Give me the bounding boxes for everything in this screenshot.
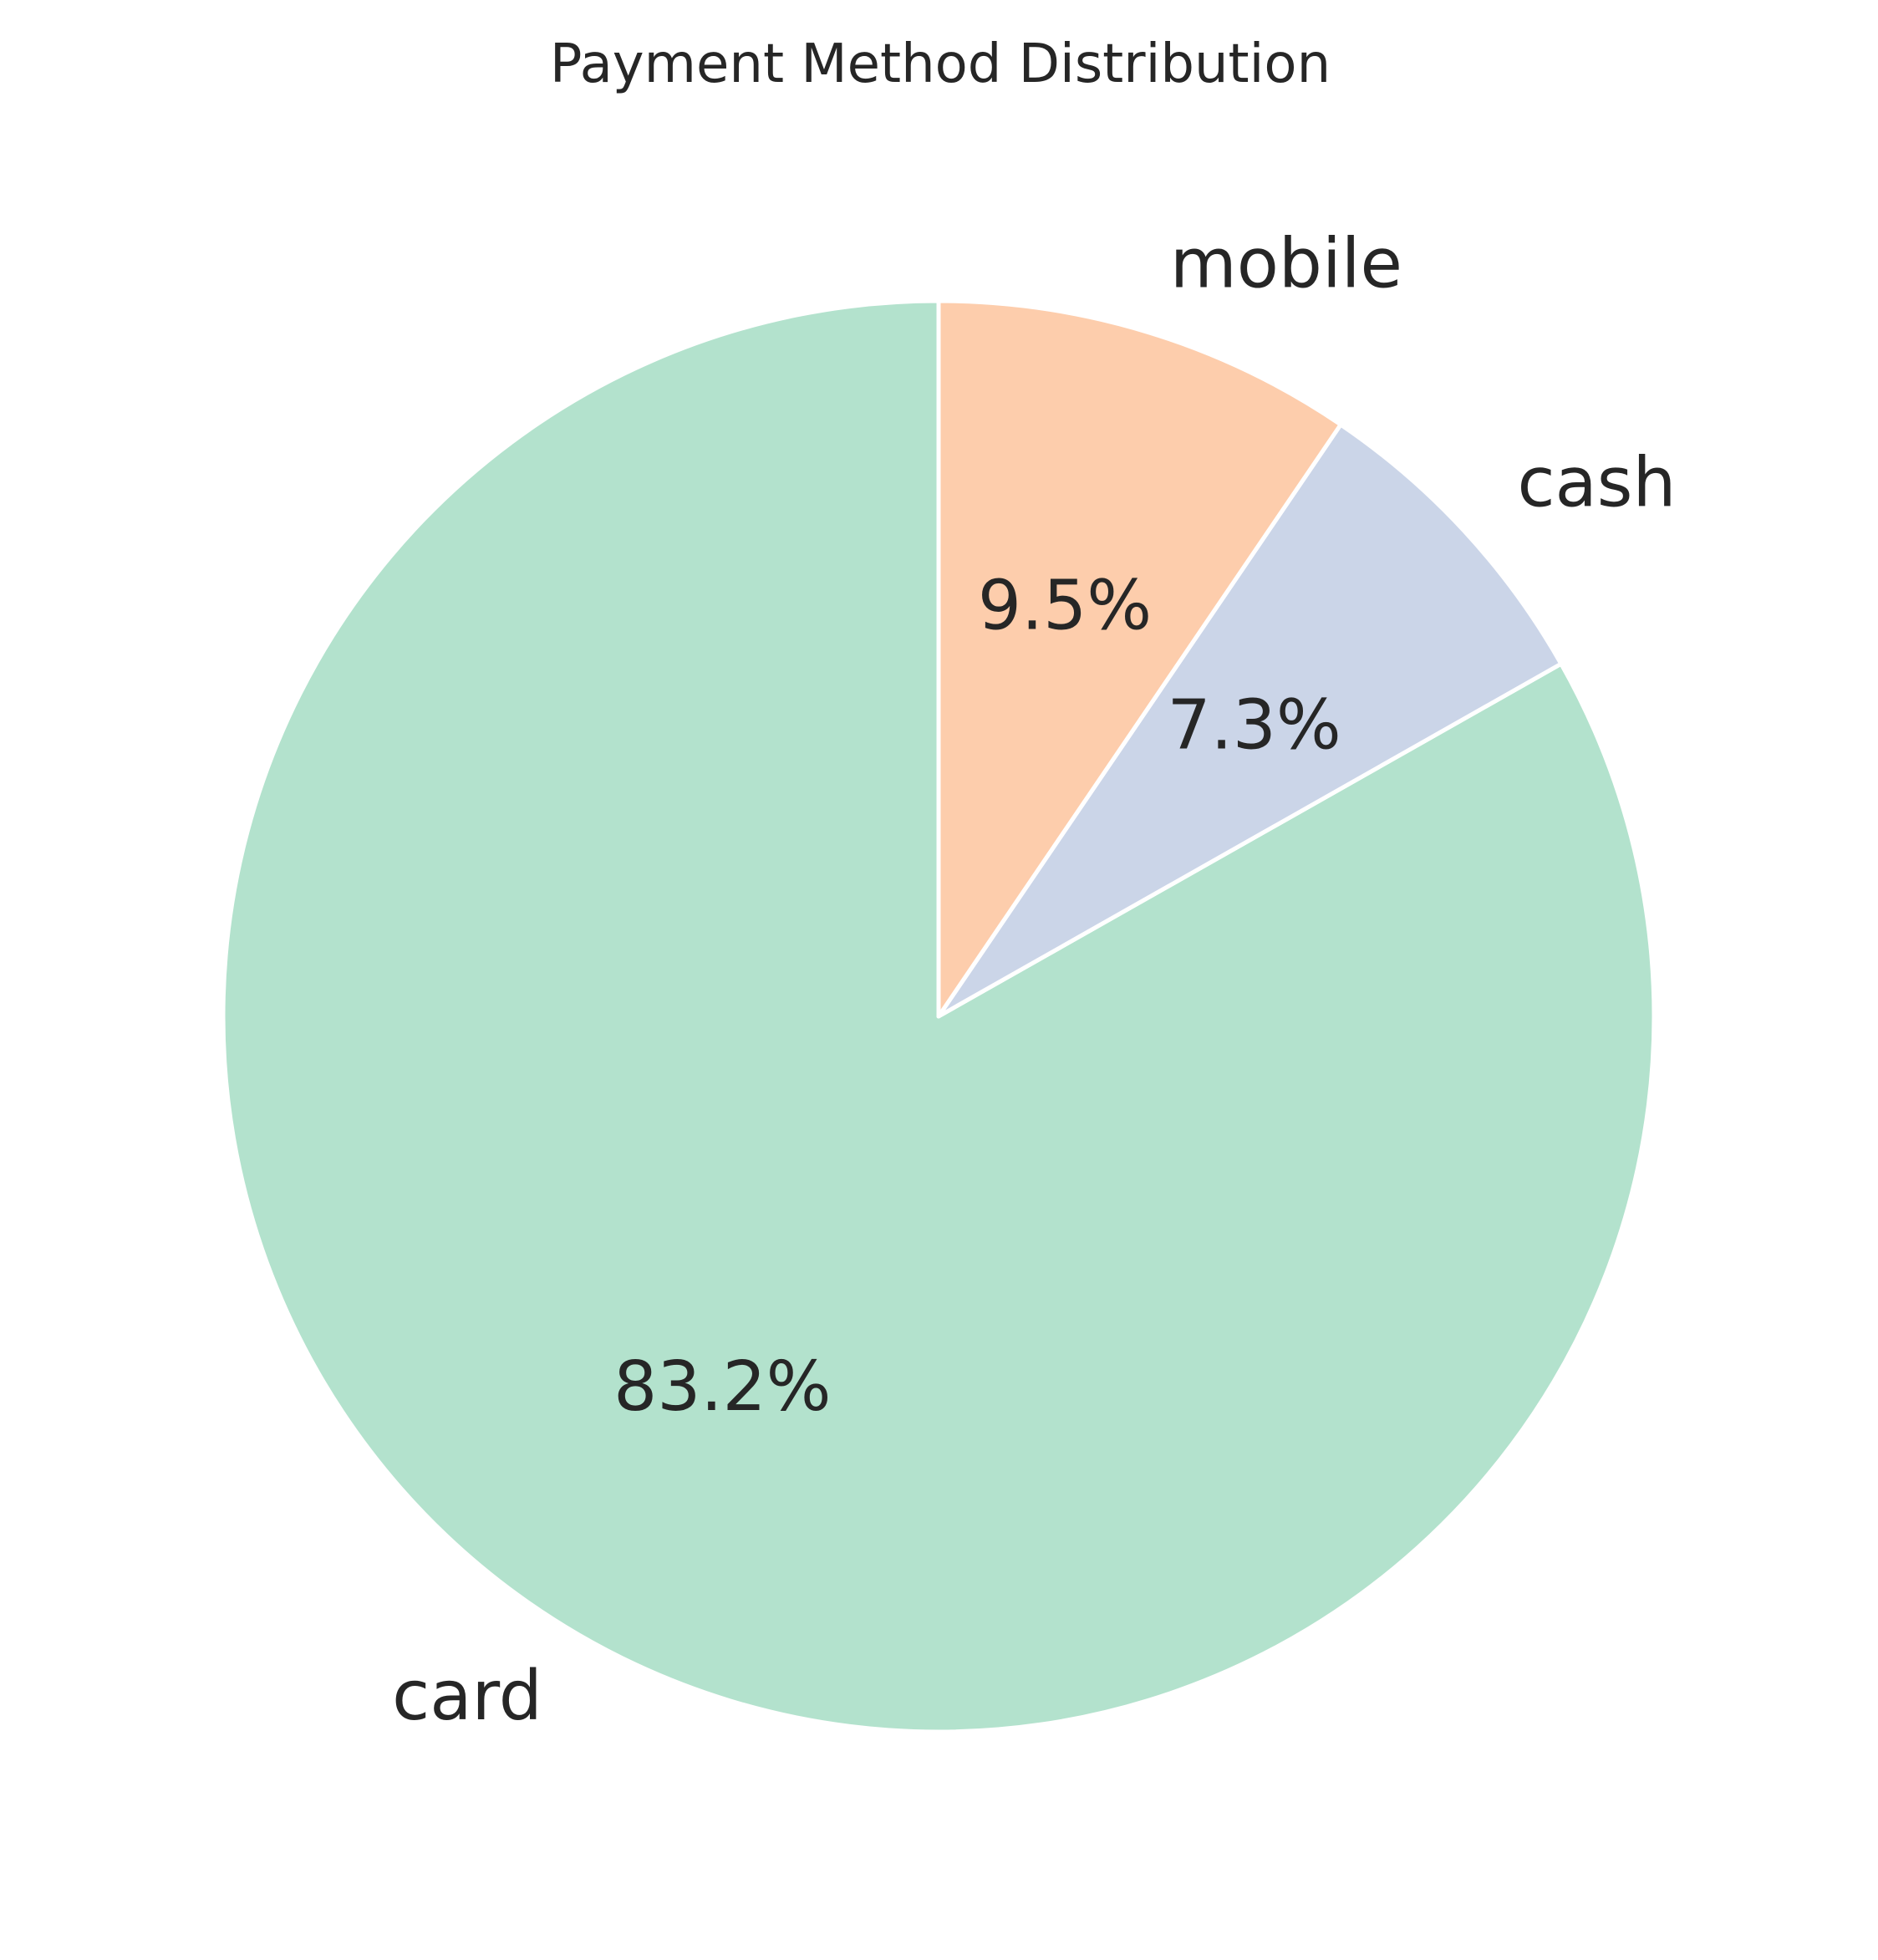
slice-label-mobile: mobile xyxy=(1170,225,1402,304)
slice-percent-mobile: 9.5% xyxy=(978,567,1152,646)
pie-slices xyxy=(221,298,1657,1734)
chart-title: Payment Method Distribution xyxy=(550,33,1331,95)
slice-label-cash: cash xyxy=(1517,443,1676,522)
slice-percent-cash: 7.3% xyxy=(1168,685,1341,765)
slice-percent-card: 83.2% xyxy=(613,1347,832,1427)
pie-slice-cash xyxy=(936,422,1564,1019)
slice-label-card: card xyxy=(392,1657,542,1736)
pie-slice-mobile xyxy=(936,298,1343,1019)
pie-labels: card 83.2% cash 7.3% mobile 9.5% xyxy=(392,225,1676,1736)
pie-slice-card xyxy=(221,298,1657,1734)
